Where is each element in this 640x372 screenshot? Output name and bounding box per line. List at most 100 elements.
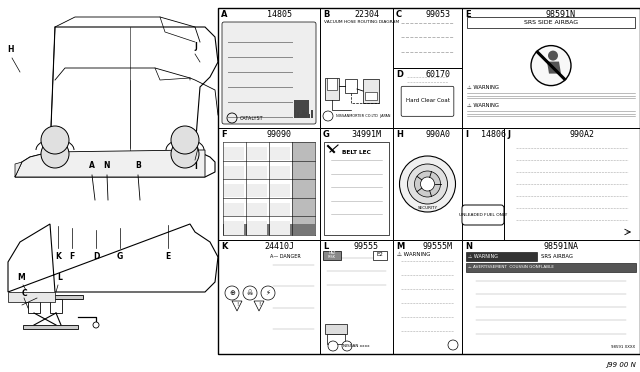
Circle shape: [41, 140, 69, 168]
Bar: [294, 110, 296, 118]
Text: ⚠ WARNING: ⚠ WARNING: [468, 253, 498, 259]
Text: B: B: [135, 161, 141, 170]
Text: L: L: [58, 273, 63, 282]
Bar: [462, 128, 504, 240]
Text: VACUUM HOSE ROUTING DIAGRAM: VACUUM HOSE ROUTING DIAGRAM: [324, 20, 399, 24]
Bar: [292, 217, 315, 235]
Text: E: E: [165, 252, 171, 261]
Bar: [224, 184, 244, 197]
Bar: [466, 263, 636, 272]
Text: 99555: 99555: [354, 242, 379, 251]
Bar: [393, 8, 462, 68]
Circle shape: [415, 171, 440, 197]
Bar: [270, 221, 289, 234]
Bar: [345, 79, 357, 93]
Text: CATALYST: CATALYST: [240, 115, 264, 121]
Text: 99555M: 99555M: [422, 242, 452, 251]
Text: A: A: [89, 161, 95, 170]
Text: M: M: [17, 273, 25, 282]
Text: G: G: [117, 252, 123, 261]
Text: 990A0: 990A0: [425, 130, 450, 139]
Bar: [323, 251, 341, 260]
Text: F: F: [69, 252, 75, 261]
Bar: [308, 114, 310, 118]
Bar: [23, 325, 78, 329]
Bar: [247, 166, 266, 179]
Text: D: D: [93, 252, 99, 261]
Text: ⚠ WARNING: ⚠ WARNING: [467, 85, 499, 90]
Bar: [50, 299, 62, 313]
FancyBboxPatch shape: [401, 86, 454, 116]
Bar: [320, 128, 393, 240]
Text: J: J: [507, 130, 510, 139]
Bar: [294, 100, 309, 118]
Text: J: J: [195, 42, 197, 51]
Bar: [467, 17, 635, 28]
Text: F: F: [221, 130, 227, 139]
Text: 60170: 60170: [425, 70, 450, 79]
Circle shape: [225, 286, 239, 300]
Text: 14805: 14805: [266, 10, 291, 19]
Bar: [224, 147, 244, 160]
Bar: [302, 110, 305, 118]
Text: SRS SIDE AIRBAG: SRS SIDE AIRBAG: [524, 19, 578, 25]
Text: C: C: [21, 289, 27, 298]
Circle shape: [93, 322, 99, 328]
Circle shape: [171, 140, 199, 168]
Bar: [28, 299, 40, 313]
Bar: [18, 295, 83, 299]
Bar: [305, 112, 307, 118]
Text: L: L: [323, 242, 328, 251]
Text: 14806: 14806: [481, 130, 506, 139]
Bar: [292, 198, 315, 217]
Bar: [292, 161, 315, 179]
Text: E: E: [465, 10, 470, 19]
Text: SECURITY: SECURITY: [417, 206, 438, 210]
Text: D: D: [396, 70, 403, 79]
Text: E2: E2: [376, 253, 383, 257]
Text: BELT LEC: BELT LEC: [342, 150, 371, 155]
Text: B: B: [323, 10, 330, 19]
Text: M: M: [396, 242, 404, 251]
Text: ⊕: ⊕: [229, 290, 235, 296]
Text: N: N: [465, 242, 472, 251]
Circle shape: [448, 340, 458, 350]
Text: C: C: [396, 10, 402, 19]
Polygon shape: [547, 62, 561, 74]
Text: A: A: [221, 10, 227, 19]
Text: I: I: [195, 162, 197, 171]
Text: G: G: [323, 130, 330, 139]
Text: A— DANGER: A— DANGER: [270, 254, 301, 259]
Text: UNLEADED FUEL ONLY: UNLEADED FUEL ONLY: [459, 213, 507, 217]
Text: 98591 XXXX: 98591 XXXX: [611, 345, 635, 349]
Bar: [223, 224, 315, 235]
Circle shape: [171, 126, 199, 154]
Polygon shape: [254, 301, 264, 311]
Polygon shape: [15, 27, 218, 177]
Bar: [218, 128, 320, 240]
Polygon shape: [232, 301, 242, 311]
Bar: [325, 78, 339, 100]
Bar: [270, 184, 289, 197]
Bar: [224, 166, 244, 179]
Bar: [224, 203, 244, 216]
Circle shape: [399, 156, 456, 212]
Text: H: H: [396, 130, 403, 139]
Circle shape: [420, 177, 435, 191]
Text: 98591N: 98591N: [546, 10, 576, 19]
Text: 990A2: 990A2: [570, 130, 595, 139]
Text: ⚠ WARNING: ⚠ WARNING: [467, 103, 499, 108]
FancyBboxPatch shape: [462, 205, 504, 225]
Bar: [218, 8, 640, 354]
Text: H: H: [7, 45, 13, 54]
Bar: [297, 112, 299, 118]
Circle shape: [342, 341, 352, 351]
Text: N: N: [104, 161, 110, 170]
Polygon shape: [15, 162, 22, 177]
Text: I: I: [465, 130, 468, 139]
Text: NISSAN xxxx: NISSAN xxxx: [343, 344, 370, 348]
Bar: [363, 79, 379, 103]
Polygon shape: [8, 292, 55, 302]
Text: J99 00 N: J99 00 N: [606, 362, 636, 368]
Bar: [270, 203, 289, 216]
